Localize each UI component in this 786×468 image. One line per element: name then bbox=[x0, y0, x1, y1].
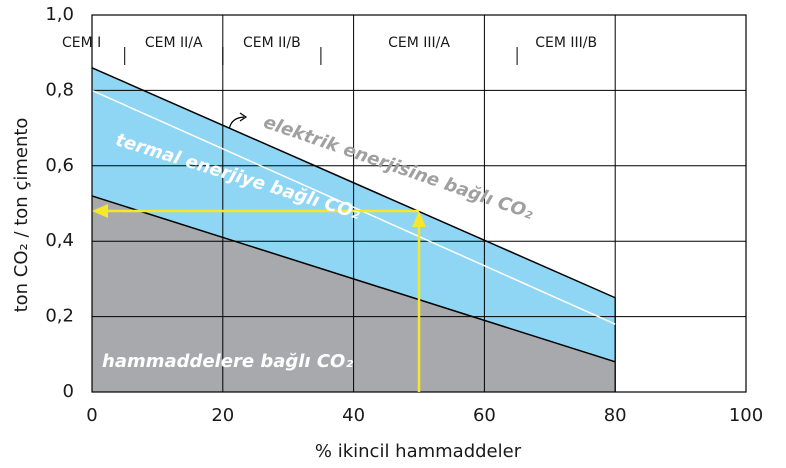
x-tick-label: 80 bbox=[604, 405, 627, 426]
series-line bbox=[91, 89, 616, 325]
x-axis-label: % ikincil hammaddeler bbox=[315, 441, 522, 462]
x-tick-label: 20 bbox=[211, 405, 234, 426]
cement-label: CEM III/A bbox=[388, 35, 450, 51]
cement-label: CEM II/A bbox=[145, 35, 203, 51]
cement-label: CEM I bbox=[62, 35, 101, 51]
x-tick-label: 100 bbox=[729, 405, 763, 426]
annotation-arrowhead bbox=[412, 211, 426, 228]
y-tick-label: 0,8 bbox=[45, 79, 74, 100]
y-tick-label: 0,4 bbox=[45, 230, 74, 251]
y-tick-label: 1,0 bbox=[45, 4, 74, 25]
series-line bbox=[91, 67, 616, 299]
annotation-arrowhead bbox=[92, 204, 108, 219]
y-tick-label: 0 bbox=[63, 381, 74, 402]
x-tick-label: 60 bbox=[473, 405, 496, 426]
y-tick-label: 0,6 bbox=[45, 155, 74, 176]
series-line bbox=[91, 195, 616, 363]
y-axis-label: ton CO₂ / ton çimento bbox=[11, 118, 32, 313]
x-tick-label: 40 bbox=[342, 405, 365, 426]
cement-label: CEM III/B bbox=[535, 35, 597, 51]
y-tick-label: 0,2 bbox=[45, 306, 74, 327]
x-tick-label: 0 bbox=[86, 405, 97, 426]
cement-label: CEM II/B bbox=[243, 35, 301, 51]
series-label: hammaddelere bağlı CO₂ bbox=[102, 351, 353, 372]
